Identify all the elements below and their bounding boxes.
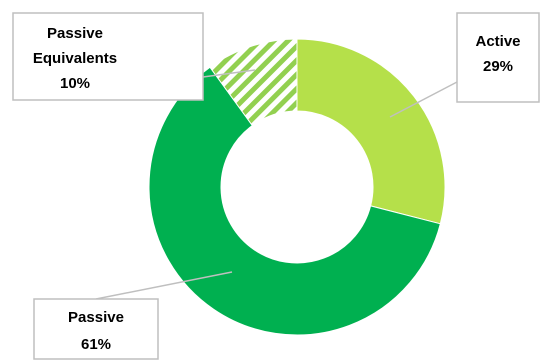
leader-line-passive-equivalents <box>202 69 256 78</box>
slice-name-label: Active <box>475 33 520 50</box>
leader-line-active <box>389 81 458 118</box>
callout-active: Active 29% <box>456 12 540 103</box>
slice-passive <box>148 66 441 336</box>
data-labels: Active 29% Passive 61% Passive Equivalents 10% <box>12 12 540 360</box>
slice-active <box>296 38 446 225</box>
callout-box <box>33 298 159 360</box>
slice-value-label: 61% <box>81 336 111 353</box>
slice-name-label: Passive <box>68 309 124 326</box>
callout-passive: Passive 61% <box>33 298 159 360</box>
slice-name-label: Equivalents <box>33 50 117 67</box>
leader-lines <box>95 69 458 300</box>
callout-box <box>12 12 204 101</box>
slices <box>148 38 446 336</box>
slice-value-label: 10% <box>60 75 90 92</box>
slice-name-label: Passive <box>47 25 103 42</box>
callout-box <box>456 12 540 103</box>
slice-value-label: 29% <box>483 58 513 75</box>
leader-line-passive <box>95 271 233 300</box>
slice-passive-equivalents <box>209 38 298 127</box>
callout-passive-equivalents: Passive Equivalents 10% <box>12 12 204 101</box>
